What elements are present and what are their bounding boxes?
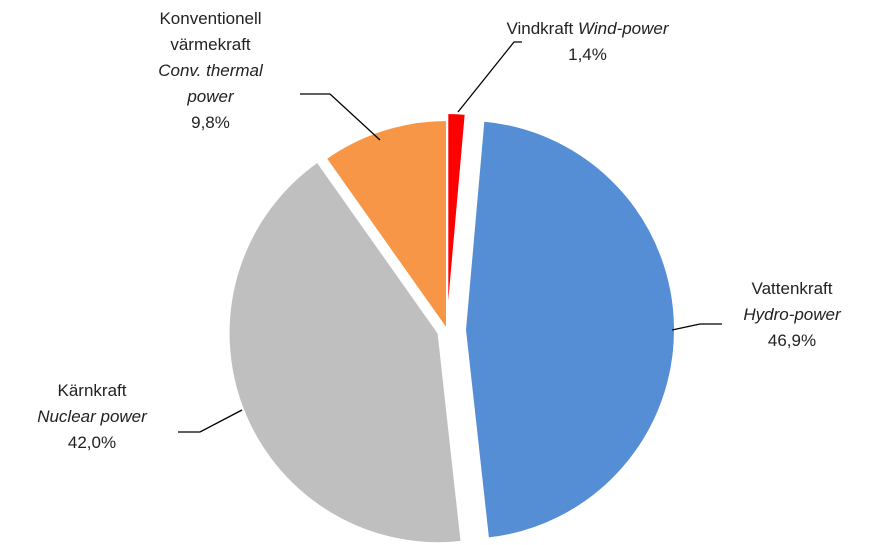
leader-line xyxy=(300,93,381,141)
slice-label: Konventionell värmekraft Conv. thermal po… xyxy=(138,6,283,136)
category-name-en: Wind-power xyxy=(577,19,669,38)
pie-slice xyxy=(227,160,463,545)
value-label: 46,9% xyxy=(767,331,817,350)
value-label: 9,8% xyxy=(191,113,230,132)
pie-slice xyxy=(324,118,448,334)
category-name: Vindkraft xyxy=(506,19,574,38)
leader-line xyxy=(671,323,722,331)
slice-label: Vindkraft Wind-power 1,4% xyxy=(500,16,675,68)
category-name-en: Conv. thermal power xyxy=(158,61,263,106)
slice-label: Vattenkraft Hydro-power 46,9% xyxy=(712,276,869,354)
pie-slice xyxy=(463,119,676,540)
leader-line xyxy=(178,409,243,433)
category-name-en: Hydro-power xyxy=(743,305,841,324)
category-name: Kärnkraft xyxy=(57,381,127,400)
category-name: Vattenkraft xyxy=(751,279,833,298)
value-label: 42,0% xyxy=(67,433,117,452)
category-name-en: Nuclear power xyxy=(37,407,147,426)
value-label: 1,4% xyxy=(568,45,607,64)
leader-line xyxy=(457,41,522,113)
slice-label: Kärnkraft Nuclear power 42,0% xyxy=(2,378,182,456)
category-name: Konventionell värmekraft xyxy=(159,9,262,54)
pie-slice xyxy=(446,112,467,324)
